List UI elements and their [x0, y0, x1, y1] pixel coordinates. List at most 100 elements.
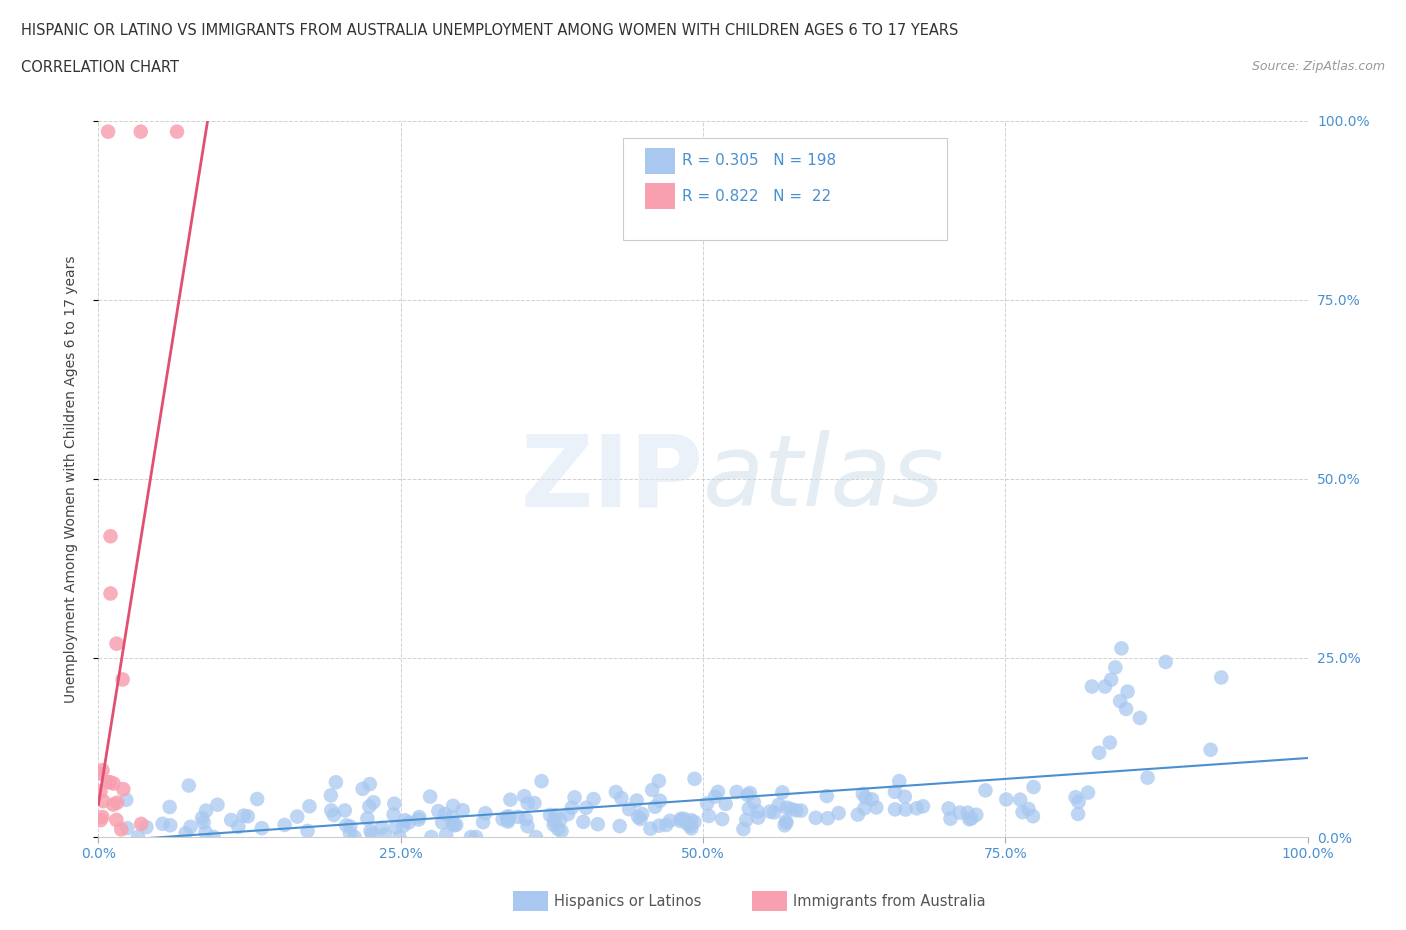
- Point: [496, 813, 519, 828]
- Point: [865, 800, 887, 815]
- Point: [443, 817, 465, 832]
- Point: [1088, 745, 1111, 760]
- Point: [759, 804, 782, 819]
- Point: [236, 809, 259, 824]
- Point: [388, 830, 411, 844]
- Point: [1067, 806, 1090, 821]
- Point: [451, 803, 474, 817]
- Point: [733, 821, 755, 836]
- Point: [191, 810, 214, 825]
- Point: [498, 809, 520, 824]
- Point: [285, 809, 308, 824]
- Point: [827, 805, 849, 820]
- Point: [129, 817, 152, 831]
- Point: [938, 801, 960, 816]
- Point: [640, 821, 662, 836]
- Point: [492, 812, 515, 827]
- Point: [100, 586, 122, 601]
- Point: [319, 788, 342, 803]
- Text: Immigrants from Australia: Immigrants from Australia: [793, 894, 986, 909]
- Point: [322, 807, 344, 822]
- Point: [98, 775, 121, 790]
- Text: R = 0.822   N =  22: R = 0.822 N = 22: [682, 189, 831, 204]
- Point: [582, 791, 605, 806]
- Point: [97, 775, 120, 790]
- Point: [499, 792, 522, 807]
- Point: [1111, 641, 1133, 656]
- Point: [704, 790, 727, 804]
- Point: [1017, 802, 1039, 817]
- Point: [747, 804, 769, 819]
- Point: [548, 813, 571, 828]
- Text: Hispanics or Latinos: Hispanics or Latinos: [554, 894, 702, 909]
- Point: [496, 814, 519, 829]
- Point: [1154, 655, 1177, 670]
- Point: [1099, 672, 1122, 687]
- Point: [735, 813, 758, 828]
- Point: [965, 807, 987, 822]
- Point: [676, 817, 699, 831]
- Point: [360, 823, 382, 838]
- Point: [707, 784, 730, 799]
- Point: [1136, 770, 1159, 785]
- Point: [763, 805, 786, 820]
- Point: [974, 783, 997, 798]
- Point: [1064, 790, 1087, 804]
- Point: [884, 784, 907, 799]
- Point: [655, 817, 678, 832]
- Point: [129, 125, 152, 140]
- Point: [89, 784, 111, 799]
- Point: [683, 771, 706, 786]
- Point: [853, 801, 876, 816]
- Point: [544, 807, 567, 822]
- Point: [298, 799, 321, 814]
- Point: [1199, 742, 1222, 757]
- Point: [1098, 736, 1121, 751]
- Point: [697, 808, 720, 823]
- Point: [669, 814, 692, 829]
- Point: [1211, 670, 1233, 684]
- Point: [361, 827, 384, 842]
- Point: [773, 817, 796, 832]
- Point: [195, 804, 218, 818]
- Point: [159, 817, 181, 832]
- Point: [852, 787, 875, 802]
- Point: [382, 796, 405, 811]
- Point: [860, 792, 883, 807]
- Point: [949, 805, 972, 820]
- Point: [202, 830, 225, 844]
- Point: [524, 830, 547, 844]
- Point: [911, 799, 934, 814]
- Point: [644, 800, 666, 815]
- Point: [474, 805, 496, 820]
- Point: [394, 813, 416, 828]
- Point: [905, 801, 928, 816]
- Point: [957, 812, 980, 827]
- Point: [398, 815, 420, 830]
- Point: [339, 826, 361, 841]
- Point: [960, 811, 983, 826]
- Point: [648, 818, 671, 833]
- Point: [561, 800, 583, 815]
- Point: [440, 810, 463, 825]
- Point: [679, 818, 702, 833]
- Point: [427, 804, 450, 818]
- Point: [696, 796, 718, 811]
- Point: [550, 824, 572, 839]
- Point: [1010, 792, 1032, 807]
- Point: [846, 807, 869, 822]
- Point: [628, 812, 651, 827]
- Point: [1104, 660, 1126, 675]
- Point: [1115, 701, 1137, 716]
- Point: [768, 797, 790, 812]
- Point: [884, 802, 907, 817]
- Point: [776, 801, 799, 816]
- Point: [775, 816, 797, 830]
- Point: [626, 793, 648, 808]
- Point: [446, 817, 468, 832]
- Point: [889, 774, 911, 789]
- Point: [516, 796, 538, 811]
- Point: [105, 795, 128, 810]
- Point: [785, 803, 807, 817]
- Point: [159, 800, 181, 815]
